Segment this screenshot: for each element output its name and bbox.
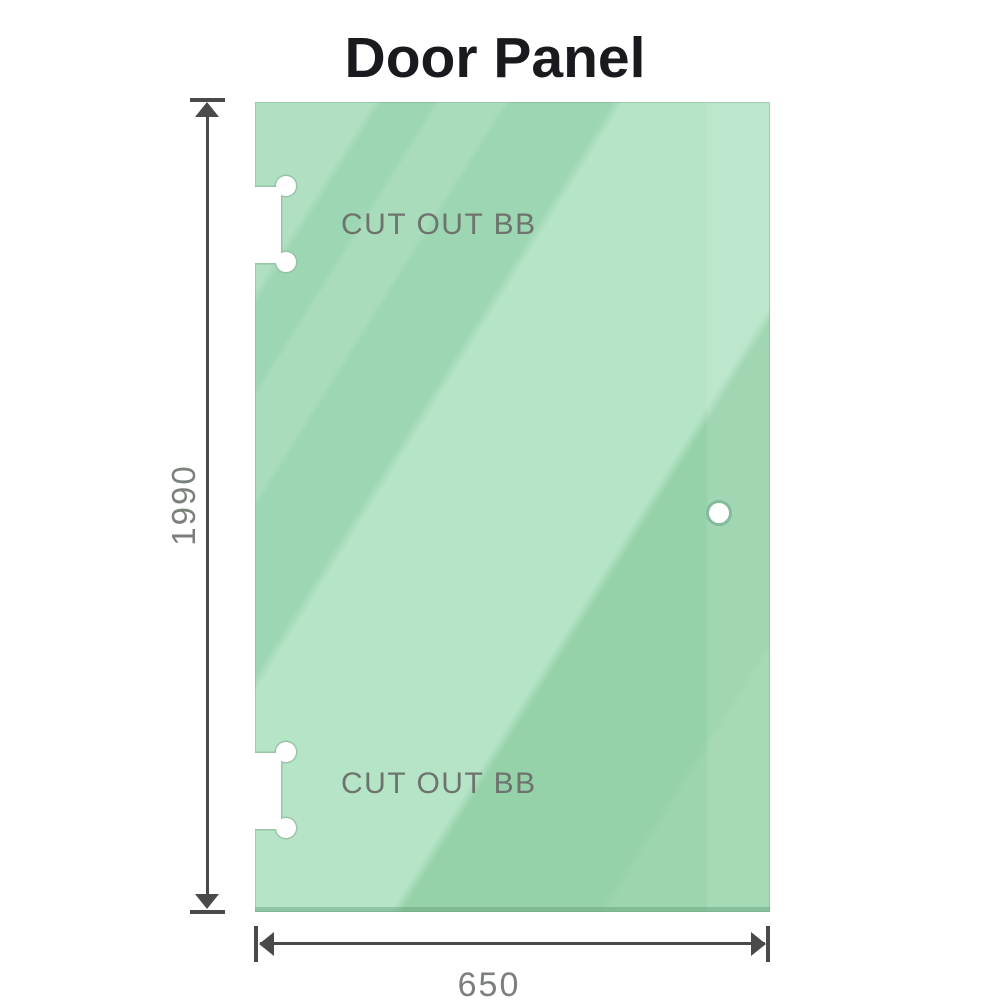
width-dimension-cap-right [766,926,770,962]
hinge-cutout-top-icon [255,174,298,274]
arrow-up-icon [195,102,219,117]
arrow-down-icon [195,894,219,909]
width-dimension-label: 650 [457,966,521,1000]
height-dimension-line [206,108,209,900]
height-dimension-label: 1990 [165,464,202,546]
handle-hole [706,500,732,526]
arrow-left-icon [259,932,274,956]
hinge-cutout-bottom-icon [255,740,298,840]
width-dimension-line [260,942,765,945]
width-dimension-cap-left [254,926,258,962]
height-dimension-cap-top [190,98,225,102]
page-title: Door Panel [344,26,646,90]
cutout-label-top: CUT OUT BB [341,208,537,241]
height-dimension-cap-bottom [190,910,225,914]
glass-panel [255,102,770,912]
arrow-right-icon [751,932,766,956]
cutout-label-bottom: CUT OUT BB [341,767,537,800]
